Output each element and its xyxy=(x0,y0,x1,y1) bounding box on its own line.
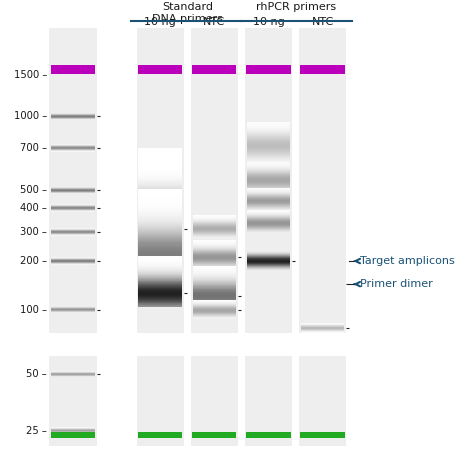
Text: Primer dimer: Primer dimer xyxy=(355,279,433,289)
Bar xyxy=(245,356,292,446)
Bar xyxy=(51,65,95,74)
Bar xyxy=(246,432,291,438)
Text: 25 –: 25 – xyxy=(26,426,47,436)
Text: 50 –: 50 – xyxy=(26,369,47,379)
Bar xyxy=(138,432,182,438)
Text: 500 –: 500 – xyxy=(20,185,47,195)
Bar xyxy=(49,28,97,333)
Text: rhPCR primers: rhPCR primers xyxy=(256,2,336,12)
Text: 10 ng: 10 ng xyxy=(144,17,176,27)
Bar xyxy=(300,65,345,74)
Bar xyxy=(137,356,184,446)
Bar xyxy=(191,356,238,446)
Text: Target amplicons: Target amplicons xyxy=(355,256,455,266)
Bar xyxy=(299,356,346,446)
Text: 100 –: 100 – xyxy=(20,304,47,315)
Bar xyxy=(137,28,184,333)
Bar xyxy=(245,28,292,333)
Text: 1000 –: 1000 – xyxy=(14,111,47,122)
Bar xyxy=(49,356,97,446)
Bar xyxy=(138,65,182,74)
Bar xyxy=(191,28,238,333)
Text: Standard
DNA primers: Standard DNA primers xyxy=(152,2,223,24)
Text: NTC: NTC xyxy=(203,17,226,27)
Bar xyxy=(299,28,346,333)
Text: NTC: NTC xyxy=(311,17,334,27)
Text: 300 –: 300 – xyxy=(20,227,47,237)
Text: 400 –: 400 – xyxy=(20,203,47,213)
Bar xyxy=(246,65,291,74)
Bar xyxy=(192,65,236,74)
Bar xyxy=(192,432,236,438)
Text: 1500 –: 1500 – xyxy=(14,70,47,80)
Text: 10 ng: 10 ng xyxy=(252,17,284,27)
Bar xyxy=(51,432,95,438)
Text: 700 –: 700 – xyxy=(20,143,47,153)
Text: 200 –: 200 – xyxy=(20,256,47,266)
Bar xyxy=(300,432,345,438)
